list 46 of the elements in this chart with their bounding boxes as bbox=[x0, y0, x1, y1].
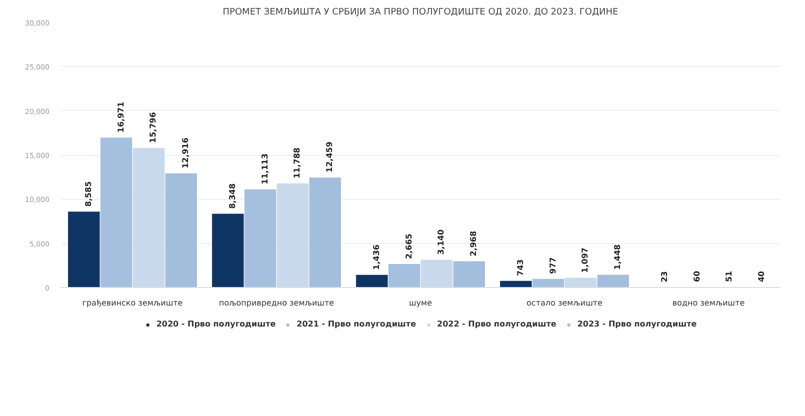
data-label: 1,097 bbox=[580, 247, 590, 273]
bar bbox=[132, 148, 165, 288]
data-label: 977 bbox=[548, 257, 558, 274]
x-tick-label: пољопривредно земљиште bbox=[218, 298, 334, 308]
x-tick-label: водно земљиште bbox=[672, 298, 745, 308]
x-tick-label: шуме bbox=[408, 298, 432, 308]
bar bbox=[212, 214, 244, 288]
x-tick-label: остало земљиште bbox=[526, 298, 603, 308]
bar bbox=[500, 280, 532, 288]
data-label: 60 bbox=[692, 270, 702, 282]
bar bbox=[309, 177, 341, 288]
data-label: 40 bbox=[757, 270, 766, 282]
bar bbox=[453, 261, 485, 288]
data-label: 743 bbox=[516, 259, 525, 276]
bar bbox=[564, 278, 597, 288]
legend-label: 2022 - Прво полугодиште bbox=[437, 320, 556, 328]
bar bbox=[276, 183, 309, 288]
x-tick-label: грађевинско земљиште bbox=[82, 298, 183, 308]
data-label: 15,796 bbox=[148, 112, 158, 143]
data-label: 16,971 bbox=[116, 101, 126, 133]
bar bbox=[244, 189, 276, 288]
bar bbox=[597, 274, 629, 288]
bar bbox=[68, 212, 100, 288]
data-label: 2,968 bbox=[469, 230, 478, 256]
legend-label: 2020 - Прво полугодиште bbox=[156, 320, 276, 328]
data-label: 12,916 bbox=[181, 137, 190, 168]
data-label: 11,113 bbox=[260, 153, 270, 184]
legend-label: 2023 - Прво полугодиште bbox=[577, 320, 697, 328]
bar bbox=[356, 274, 388, 288]
bar bbox=[100, 138, 132, 288]
legend-label: 2021 - Прво полугодиште bbox=[296, 320, 416, 328]
data-label: 12,459 bbox=[325, 141, 334, 172]
data-label: 3,140 bbox=[436, 229, 446, 255]
chart-title: ПРОМЕТ ЗЕМЉИШТА У СРБИЈИ ЗА ПРВО ПОЛУГОДИШТЕ ОД 2020. ДО 2023. ГОДИНЕ bbox=[222, 8, 619, 18]
data-label: 8,585 bbox=[84, 180, 93, 207]
data-label: 2,665 bbox=[404, 233, 414, 259]
bar bbox=[420, 260, 453, 288]
bar bbox=[388, 264, 420, 288]
data-label: 23 bbox=[660, 271, 669, 282]
data-label: 8,348 bbox=[228, 183, 237, 209]
data-label: 51 bbox=[724, 270, 734, 282]
data-label: 1,436 bbox=[372, 244, 381, 270]
bar bbox=[165, 173, 197, 288]
data-label: 1,448 bbox=[613, 244, 622, 270]
bar bbox=[532, 278, 564, 288]
data-label: 11,788 bbox=[292, 147, 302, 178]
